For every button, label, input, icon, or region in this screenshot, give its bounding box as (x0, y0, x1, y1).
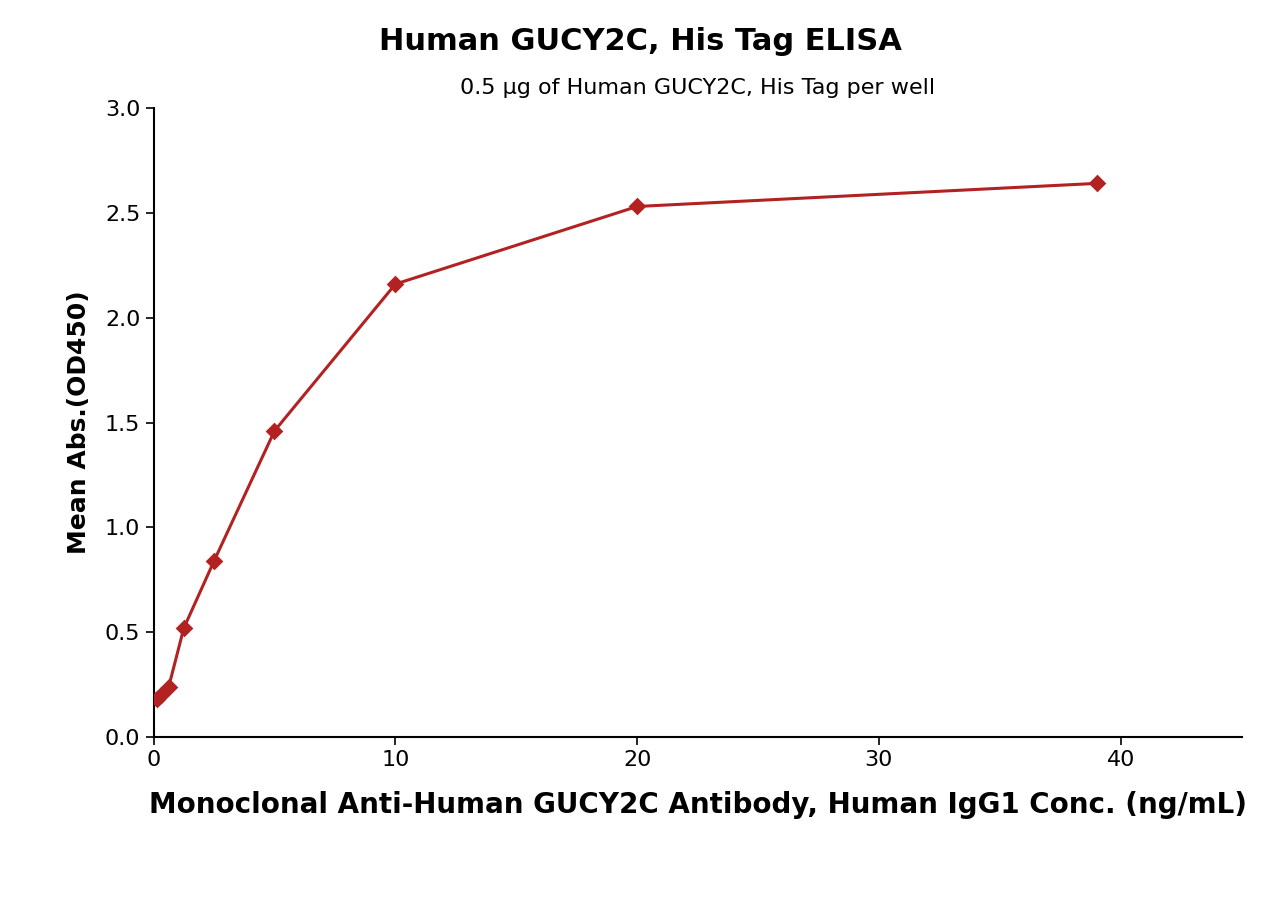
Text: Human GUCY2C, His Tag ELISA: Human GUCY2C, His Tag ELISA (379, 27, 901, 56)
Point (385, 277, 406, 291)
Point (627, 200, 648, 214)
Point (174, 621, 195, 636)
Title: 0.5 μg of Human GUCY2C, His Tag per well: 0.5 μg of Human GUCY2C, His Tag per well (460, 78, 936, 98)
Point (204, 554, 224, 568)
Point (1087, 176, 1107, 191)
Y-axis label: Mean Abs.(OD450): Mean Abs.(OD450) (67, 290, 91, 555)
Point (147, 692, 168, 707)
Point (159, 680, 179, 694)
Point (151, 688, 172, 702)
X-axis label: Monoclonal Anti-Human GUCY2C Antibody, Human IgG1 Conc. (ng/mL): Monoclonal Anti-Human GUCY2C Antibody, H… (148, 791, 1247, 819)
Point (264, 423, 284, 438)
